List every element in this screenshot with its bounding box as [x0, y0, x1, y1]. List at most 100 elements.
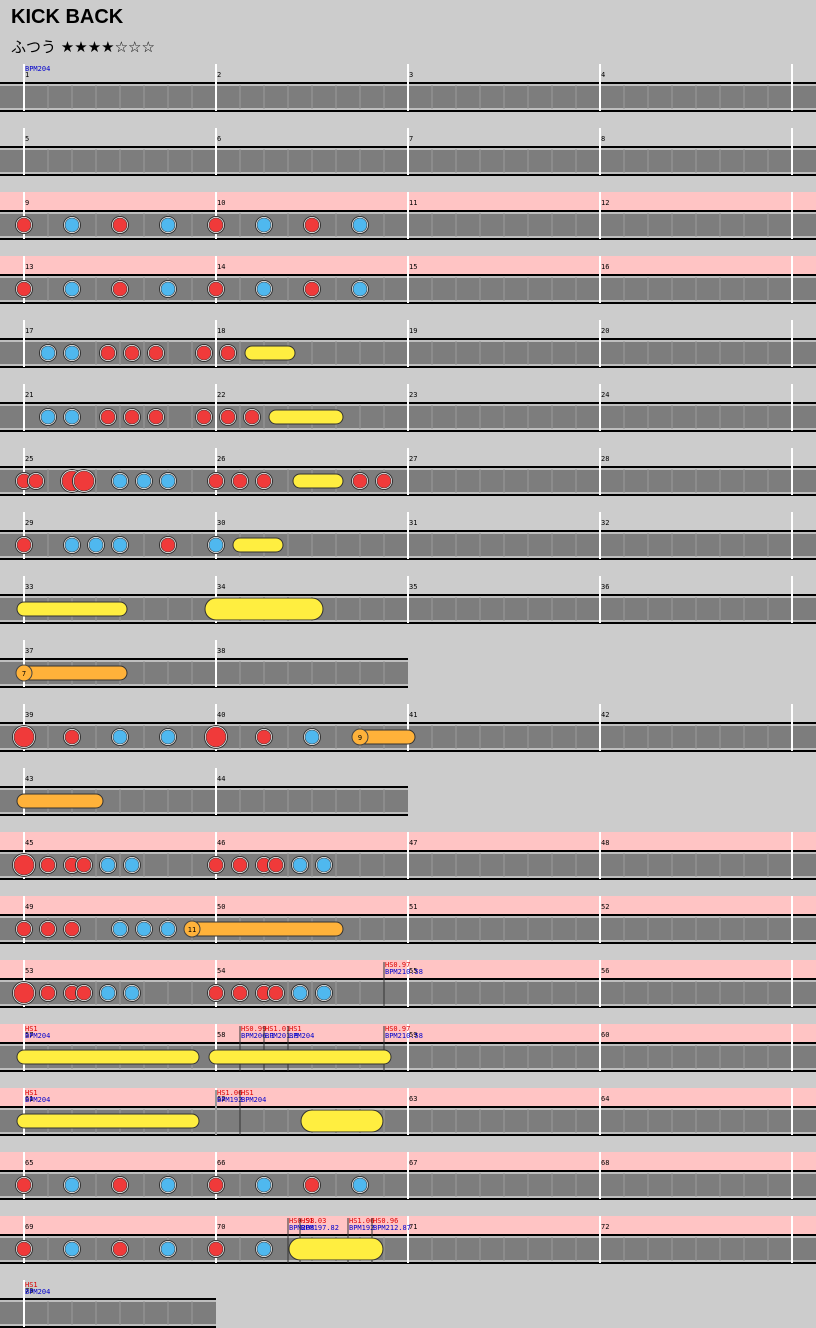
don-note-icon: [376, 473, 392, 489]
measure-number: 53: [25, 967, 33, 975]
bpm-label: BPM212.87: [373, 1224, 411, 1232]
scroll-speed-label: HS1.06: [217, 1089, 242, 1097]
don-note-icon: [112, 281, 128, 297]
big-drumroll: [300, 1109, 384, 1133]
drumroll: [208, 1049, 392, 1065]
don-note-icon: [16, 921, 32, 937]
don-note-icon: [112, 1177, 128, 1193]
don-note-icon: [208, 1177, 224, 1193]
measure-number: 51: [409, 903, 417, 911]
measure-number: 43: [25, 775, 33, 783]
ka-note-icon: [100, 857, 116, 873]
measure-number: 56: [601, 967, 609, 975]
measure-number: 67: [409, 1159, 417, 1167]
scroll-speed-label: HS1: [25, 1281, 38, 1289]
don-note-icon: [112, 1241, 128, 1257]
measure-number: 50: [217, 903, 225, 911]
measure-number: 70: [217, 1223, 225, 1231]
don-note-icon: [40, 985, 56, 1001]
scroll-speed-label: HS1.01: [265, 1025, 290, 1033]
don-note-icon: [208, 1241, 224, 1257]
measure-number: 27: [409, 455, 417, 463]
scroll-speed-label: HS1: [25, 1089, 38, 1097]
ka-note-icon: [160, 1177, 176, 1193]
measure-number: 35: [409, 583, 417, 591]
scroll-speed-label: HS0.97: [385, 961, 410, 969]
measure-number: 68: [601, 1159, 609, 1167]
measure-number: 15: [409, 263, 417, 271]
measure-number: 6: [217, 135, 221, 143]
ka-note-icon: [100, 985, 116, 1001]
bpm-label: BPM192: [217, 1096, 242, 1104]
don-note-icon: [244, 409, 260, 425]
ka-note-icon: [64, 281, 80, 297]
bpm-label: BPM210.58: [385, 1032, 423, 1040]
measure-number: 58: [217, 1031, 225, 1039]
scroll-speed-label: HS1.03: [301, 1217, 326, 1225]
don-note-icon: [28, 473, 44, 489]
bpm-label: BPM204: [289, 1032, 314, 1040]
don-note-icon: [220, 345, 236, 361]
difficulty-rating: ふつう ★★★★☆☆☆: [11, 36, 155, 57]
ka-note-icon: [292, 985, 308, 1001]
drumroll: [16, 1113, 200, 1129]
measure-number: 63: [409, 1095, 417, 1103]
measure-number: 66: [217, 1159, 225, 1167]
measure-number: 61: [25, 1095, 33, 1103]
measure-number: 2: [217, 71, 221, 79]
don-note-icon: [232, 857, 248, 873]
measure-number: 12: [601, 199, 609, 207]
scroll-speed-label: HS1.06: [349, 1217, 374, 1225]
measure-number: 49: [25, 903, 33, 911]
drumroll: [16, 601, 128, 617]
measure-number: 55: [409, 967, 417, 975]
measure-number: 5: [25, 135, 29, 143]
ka-note-icon: [316, 857, 332, 873]
measure-number: 54: [217, 967, 225, 975]
don-note-icon: [100, 345, 116, 361]
ka-note-icon: [64, 409, 80, 425]
measure-number: 26: [217, 455, 225, 463]
bpm-label: BPM204: [25, 1288, 50, 1296]
ka-note-icon: [136, 473, 152, 489]
measure-number: 14: [217, 263, 225, 271]
measure-number: 73: [25, 1287, 33, 1295]
measure-number: 33: [25, 583, 33, 591]
ka-note-icon: [208, 537, 224, 553]
don-note-icon: [124, 345, 140, 361]
measure-number: 72: [601, 1223, 609, 1231]
big-don-note-icon: [13, 982, 35, 1004]
ka-note-icon: [40, 345, 56, 361]
don-note-icon: [112, 217, 128, 233]
bpm-label: BPM201.9: [265, 1032, 299, 1040]
difficulty-label: ふつう: [11, 38, 57, 56]
balloon-roll: [16, 665, 128, 681]
ka-note-icon: [112, 473, 128, 489]
ka-note-icon: [256, 281, 272, 297]
measure-number: 57: [25, 1031, 33, 1039]
don-note-icon: [124, 409, 140, 425]
don-note-icon: [16, 1177, 32, 1193]
measure-number: 29: [25, 519, 33, 527]
don-note-icon: [232, 473, 248, 489]
don-note-icon: [148, 409, 164, 425]
measure-number: 18: [217, 327, 225, 335]
measure-number: 39: [25, 711, 33, 719]
measure-number: 32: [601, 519, 609, 527]
don-note-icon: [148, 345, 164, 361]
measure-number: 7: [409, 135, 413, 143]
measure-number: 1: [25, 71, 29, 79]
don-note-icon: [160, 537, 176, 553]
drumroll: [16, 1049, 200, 1065]
balloon-roll: [184, 921, 344, 937]
drumroll: [268, 409, 344, 425]
ka-note-icon: [124, 857, 140, 873]
big-don-note-icon: [73, 470, 95, 492]
measure-number: 64: [601, 1095, 609, 1103]
don-note-icon: [208, 281, 224, 297]
song-title: KICK BACK: [11, 6, 124, 28]
ka-note-icon: [256, 1177, 272, 1193]
ka-note-icon: [112, 729, 128, 745]
measure-number: 45: [25, 839, 33, 847]
